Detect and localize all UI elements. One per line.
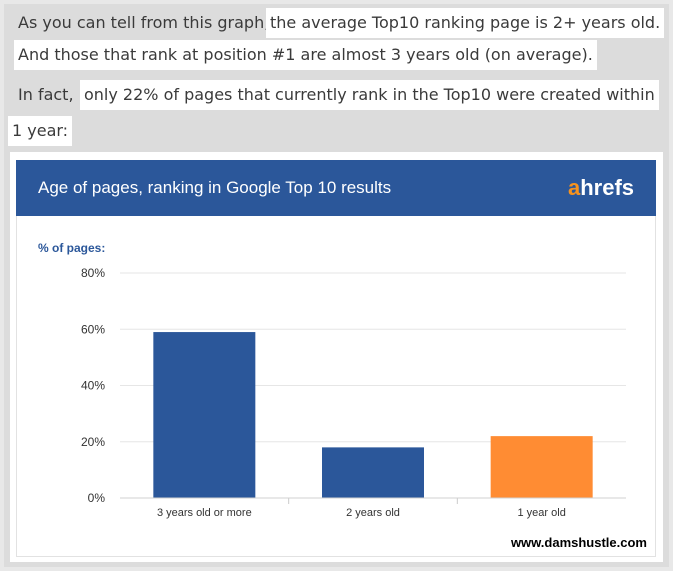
y-tick-label: 60% <box>81 322 105 336</box>
highlight-text-3: only 22% of pages that currently rank in… <box>80 80 659 110</box>
y-tick-label: 80% <box>81 266 105 280</box>
highlight-text-4: 1 year: <box>8 116 73 146</box>
highlight-text-2: And those that rank at position #1 are a… <box>14 40 597 70</box>
chart-border <box>16 216 656 557</box>
chart-header: Age of pages, ranking in Google Top 10 r… <box>16 160 656 216</box>
highlight-text-1: the average Top10 ranking page is 2+ yea… <box>266 8 665 38</box>
x-tick-label: 3 years old or more <box>157 507 252 519</box>
x-tick-label: 1 year old <box>518 507 566 519</box>
ahrefs-logo: ahrefs <box>567 175 634 200</box>
y-tick-label: 0% <box>88 491 106 505</box>
bar-chart: % of pages: 0% 20% 40% 60% 80% 3 years old or… <box>38 241 626 519</box>
intro-text-3: In fact, <box>18 85 74 104</box>
bar-0 <box>153 332 256 498</box>
bar-2 <box>490 436 593 498</box>
y-axis-label: % of pages: <box>38 241 105 255</box>
chart-title: Age of pages, ranking in Google Top 10 r… <box>38 178 392 197</box>
bar-1 <box>322 447 424 498</box>
y-tick-label: 20% <box>81 435 105 449</box>
y-tick-label: 40% <box>81 379 105 393</box>
intro-text-1: As you can tell from this graph, <box>18 13 270 32</box>
x-tick-label: 2 years old <box>346 507 400 519</box>
watermark: www.damshustle.com <box>510 535 647 550</box>
chart-card: Age of pages, ranking in Google Top 10 r… <box>10 152 663 562</box>
